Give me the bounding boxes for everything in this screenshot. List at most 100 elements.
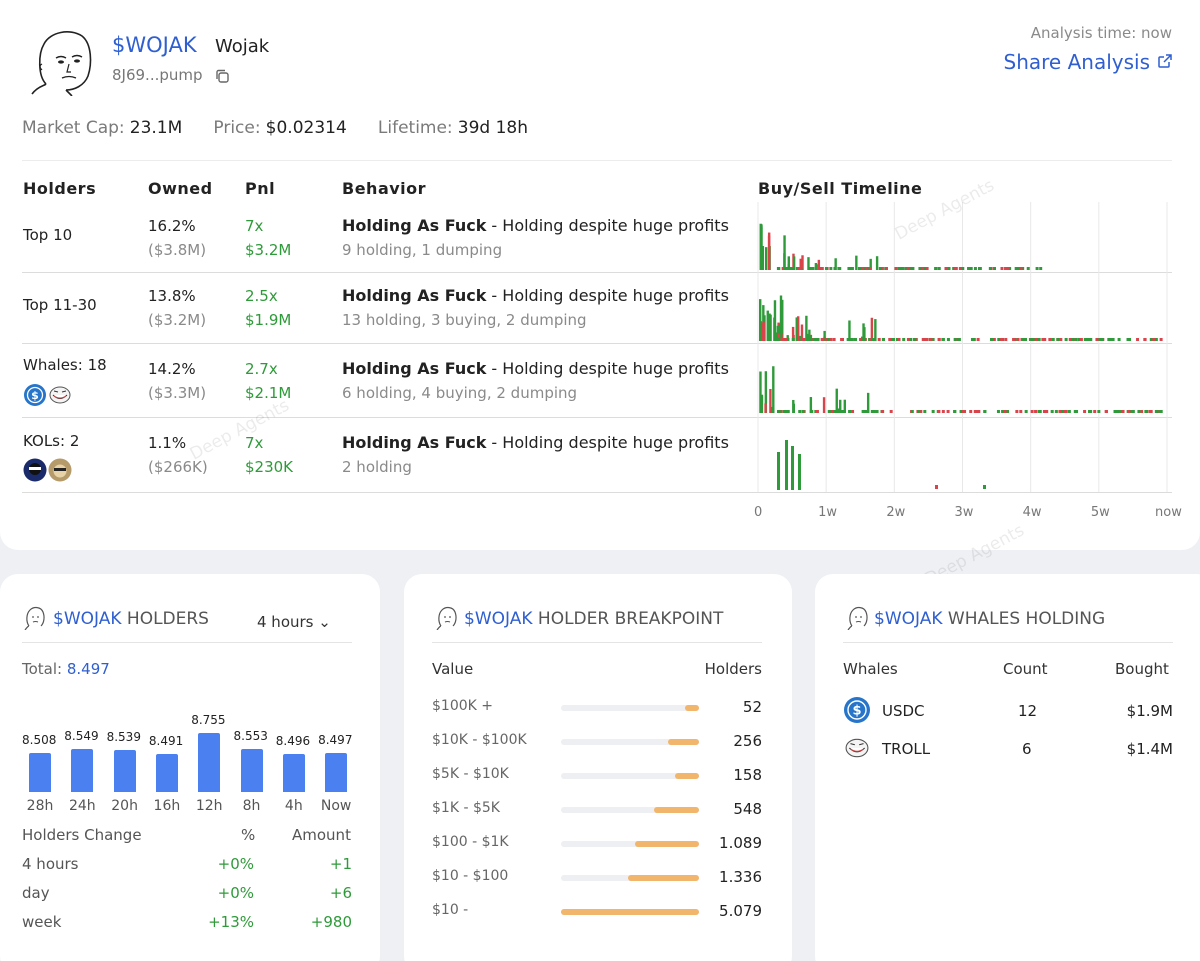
timeline-dot [1032,338,1036,341]
wojak-avatar [31,31,92,96]
timeline-dot [897,338,901,341]
breakpoint-range: $10K - $100K [432,732,527,748]
timeline-dot [972,338,976,341]
timeline-dot [941,410,945,413]
timeline-dot [1121,410,1125,413]
timeline-dot [1064,410,1068,413]
total-label: Total: [22,660,63,678]
holders-bar[interactable] [29,752,51,792]
timeline-dot [1137,410,1141,413]
card-symbol: $WOJAK [874,609,943,629]
timeline-bar [798,335,802,341]
timeline-bar [772,366,775,413]
timeline-bar [805,315,808,341]
timeline-dot [1089,410,1093,413]
timeline-dot [969,410,973,413]
timeline-dot [880,267,884,270]
count-header: Count [1003,660,1048,678]
timeline-bar [791,446,794,490]
timeline-dot [857,267,861,270]
bar-value-label: 8.508 [22,732,57,747]
usdc-icon[interactable]: $ [23,383,47,407]
row-behavior-detail: 9 holding, 1 dumping [342,241,503,259]
kol-avatar-icon[interactable] [48,458,72,482]
share-analysis-link[interactable]: Share Analysis [1003,50,1150,74]
bar-value-label: 8.497 [318,733,353,748]
svg-text:$: $ [852,704,861,719]
timeline-bar [777,452,780,490]
timeline-dot [1035,267,1039,270]
breakpoint-track [561,739,699,745]
external-link-icon[interactable] [1157,53,1173,69]
timeline-dot [906,338,910,341]
timeline-dot [961,267,965,270]
timeline-dot [1126,338,1130,341]
breakpoint-holders: 5.079 [719,902,762,920]
period-select[interactable]: 4 hours ⌄ [257,613,331,631]
breakpoint-range: $100K + [432,698,493,714]
timeline-bar [801,255,804,270]
timeline-dot [871,338,875,341]
timeline-dot [1107,338,1111,341]
troll-icon[interactable] [49,385,71,405]
timeline-bar [874,319,877,341]
timeline-bar [808,329,811,341]
timeline-dot [1155,410,1159,413]
timeline-bar [764,403,767,413]
header-timeline: Buy/Sell Timeline [758,179,923,198]
change-label: week [22,913,62,931]
header-pnl: Pnl [245,179,276,198]
token-address: 8J69...pump [112,66,203,84]
timeline-dot [931,338,935,341]
breakpoint-holders: 548 [733,800,762,818]
timeline-dot [895,338,899,341]
timeline-dot [919,410,923,413]
timeline-dot [779,410,783,413]
timeline-dot [978,267,982,270]
timeline-bar [771,406,774,413]
timeline-dot [859,338,863,341]
timeline-dot [1024,410,1028,413]
timeline-dot [815,338,819,341]
total-value: 8.497 [66,660,110,678]
kol-avatar-icon[interactable] [23,458,47,482]
divider [22,642,352,643]
holders-change-header: Holders Change [22,826,142,844]
timeline-dot [1099,338,1103,341]
holders-bar[interactable] [240,749,263,792]
timeline-bar [834,258,837,270]
timeline-dot [1013,338,1017,341]
timeline-bar [795,317,798,341]
timeline-dot [908,338,912,341]
whales-header: Whales [843,660,898,678]
holders-bar[interactable] [155,753,178,792]
timeline-dot [1026,267,1030,270]
timeline-dot [1034,338,1038,341]
timeline-tick-label: 0 [754,505,763,520]
timeline-dot [904,267,908,270]
timeline-dot [1012,338,1016,341]
holders-bar[interactable] [282,753,305,792]
timeline-dot [1050,410,1054,413]
holders-bar[interactable] [198,733,221,792]
timeline-dot [798,267,802,270]
timeline-dot [873,338,877,341]
timeline-dot [947,267,951,270]
timeline-bar [866,392,870,413]
row-owned-pct: 14.2% [148,360,196,378]
holders-bar[interactable] [325,753,348,792]
whale-name: TROLL [882,740,931,758]
timeline-dot [931,410,935,413]
holders-bar[interactable] [113,750,136,792]
copy-icon[interactable] [214,68,230,84]
timeline-dot [816,338,820,341]
row-holders: Top 10 [23,226,73,244]
timeline-bar [863,327,866,341]
timeline-dot [832,338,836,341]
row-owned-usd: ($3.3M) [148,384,207,402]
holders-card: $WOJAK HOLDERS 4 hours ⌄ Total: 8.497 8.… [0,574,380,961]
timeline-dot [826,338,830,341]
timeline-dot [921,338,925,341]
holders-bar[interactable] [71,749,94,792]
timeline-dot [1101,338,1105,341]
